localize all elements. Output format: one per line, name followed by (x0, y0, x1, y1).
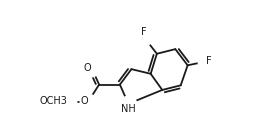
Text: F: F (206, 56, 212, 66)
Text: OCH3: OCH3 (40, 96, 68, 107)
Text: O: O (81, 96, 88, 107)
Text: NH: NH (121, 104, 136, 114)
Text: F: F (141, 27, 147, 37)
Text: O: O (84, 63, 91, 73)
